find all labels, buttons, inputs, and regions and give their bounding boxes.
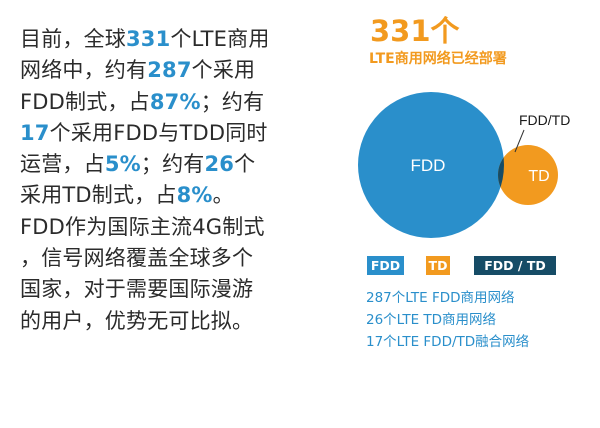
overlap-pointer-line bbox=[514, 129, 525, 153]
paragraph-line: FDD作为国际主流4G制式 bbox=[20, 212, 300, 243]
paragraph-text: 目前，全球 bbox=[20, 27, 126, 51]
description-paragraph: 目前，全球331个LTE商用 网络中，约有287个采用 FDD制式，占87%；约有 1… bbox=[20, 24, 300, 337]
fdd-circle bbox=[358, 92, 504, 238]
network-count-subhead: LTE商用网络已经部署 bbox=[369, 51, 507, 67]
legend-fdd-td: FDD / TD bbox=[474, 256, 556, 275]
paragraph-text: 个采用FDD与TDD同时 bbox=[49, 120, 268, 145]
paragraph-text: 个LTE商用 bbox=[170, 27, 270, 51]
td-circle-label: TD bbox=[528, 168, 549, 185]
legend-td: TD bbox=[426, 256, 450, 275]
highlight-number: 331 bbox=[126, 27, 171, 51]
paragraph-line: 17个采用FDD与TDD同时 bbox=[20, 118, 300, 149]
network-count-headline: 331个 bbox=[370, 14, 460, 48]
legend-fdd: FDD bbox=[367, 256, 404, 275]
overlap-label: FDD/TD bbox=[519, 112, 570, 128]
td-circle bbox=[498, 145, 558, 205]
paragraph-line: ，信号网络覆盖全球多个 bbox=[20, 243, 300, 274]
highlight-number: 5% bbox=[104, 152, 141, 177]
paragraph-text: 运营，占 bbox=[20, 152, 105, 177]
paragraph-text: 网络中，约有 bbox=[20, 58, 148, 83]
paragraph-text: 个采用 bbox=[191, 58, 256, 83]
paragraph-line: 采用TD制式，占8%。 bbox=[20, 180, 300, 211]
paragraph-line: 目前，全球331个LTE商用 bbox=[20, 24, 300, 55]
highlight-number: 287 bbox=[147, 58, 192, 83]
paragraph-line: FDD制式，占87%；约有 bbox=[20, 87, 300, 118]
note-fdd-networks: 287个LTE FDD商用网络 bbox=[366, 290, 515, 306]
fdd-circle-label: FDD bbox=[411, 156, 446, 175]
paragraph-text: 的用户，优势无可比拟。 bbox=[20, 308, 254, 333]
paragraph-text: FDD制式，占 bbox=[20, 89, 150, 114]
network-notes: 287个LTE FDD商用网络 26个LTE TD商用网络 17个LTE FDD… bbox=[366, 287, 529, 353]
paragraph-text: ，信号网络覆盖全球多个 bbox=[20, 246, 254, 271]
note-td-networks: 26个LTE TD商用网络 bbox=[366, 312, 497, 328]
paragraph-line: 的用户，优势无可比拟。 bbox=[20, 306, 300, 337]
paragraph-text: ；约有 bbox=[140, 152, 205, 177]
paragraph-text: ；约有 bbox=[200, 89, 265, 114]
highlight-number: 26 bbox=[204, 152, 235, 177]
paragraph-line: 运营，占5%；约有26个 bbox=[20, 149, 300, 180]
paragraph-line: 国家，对于需要国际漫游 bbox=[20, 274, 300, 305]
highlight-number: 8% bbox=[176, 183, 213, 208]
paragraph-text: 个 bbox=[234, 152, 256, 177]
paragraph-text: FDD作为国际主流4G制式 bbox=[20, 214, 265, 239]
paragraph-text: 国家，对于需要国际漫游 bbox=[20, 277, 254, 302]
note-converged-networks: 17个LTE FDD/TD融合网络 bbox=[366, 334, 530, 350]
paragraph-line: 网络中，约有287个采用 bbox=[20, 55, 300, 86]
paragraph-text: 采用TD制式，占 bbox=[20, 183, 177, 208]
highlight-number: 17 bbox=[20, 120, 50, 145]
paragraph-text: 。 bbox=[212, 183, 234, 208]
highlight-number: 87% bbox=[149, 89, 201, 114]
